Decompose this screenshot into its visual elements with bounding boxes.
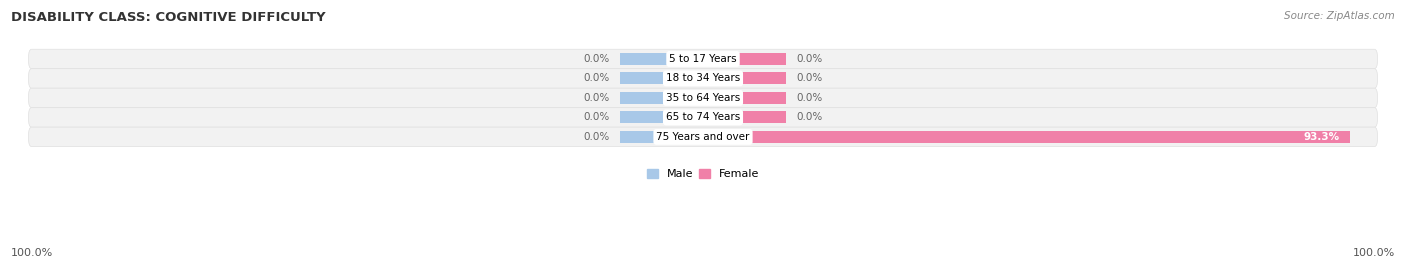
Text: 100.0%: 100.0% — [1353, 248, 1395, 258]
Bar — [620, 92, 703, 104]
Text: 93.3%: 93.3% — [1303, 132, 1340, 142]
Text: 35 to 64 Years: 35 to 64 Years — [666, 93, 740, 103]
FancyBboxPatch shape — [28, 127, 1378, 147]
Text: 18 to 34 Years: 18 to 34 Years — [666, 73, 740, 83]
Text: 0.0%: 0.0% — [796, 54, 823, 64]
Text: 0.0%: 0.0% — [583, 93, 610, 103]
Text: 0.0%: 0.0% — [583, 112, 610, 122]
Text: 0.0%: 0.0% — [796, 73, 823, 83]
Bar — [620, 53, 703, 65]
Text: 100.0%: 100.0% — [11, 248, 53, 258]
Text: Source: ZipAtlas.com: Source: ZipAtlas.com — [1284, 11, 1395, 21]
FancyBboxPatch shape — [28, 49, 1378, 69]
Bar — [703, 131, 786, 143]
Text: DISABILITY CLASS: COGNITIVE DIFFICULTY: DISABILITY CLASS: COGNITIVE DIFFICULTY — [11, 11, 326, 24]
Text: 0.0%: 0.0% — [583, 73, 610, 83]
Text: 0.0%: 0.0% — [796, 93, 823, 103]
Text: 5 to 17 Years: 5 to 17 Years — [669, 54, 737, 64]
Bar — [703, 53, 786, 65]
Bar — [703, 111, 786, 123]
Text: 0.0%: 0.0% — [583, 54, 610, 64]
Text: 0.0%: 0.0% — [796, 112, 823, 122]
Bar — [620, 131, 703, 143]
Text: 75 Years and over: 75 Years and over — [657, 132, 749, 142]
Bar — [786, 131, 1350, 143]
FancyBboxPatch shape — [28, 69, 1378, 88]
Bar — [703, 92, 786, 104]
Bar — [620, 111, 703, 123]
Text: 65 to 74 Years: 65 to 74 Years — [666, 112, 740, 122]
Legend: Male, Female: Male, Female — [644, 167, 762, 182]
FancyBboxPatch shape — [28, 88, 1378, 108]
Bar — [620, 72, 703, 84]
FancyBboxPatch shape — [28, 108, 1378, 127]
Bar — [703, 72, 786, 84]
Text: 0.0%: 0.0% — [583, 132, 610, 142]
